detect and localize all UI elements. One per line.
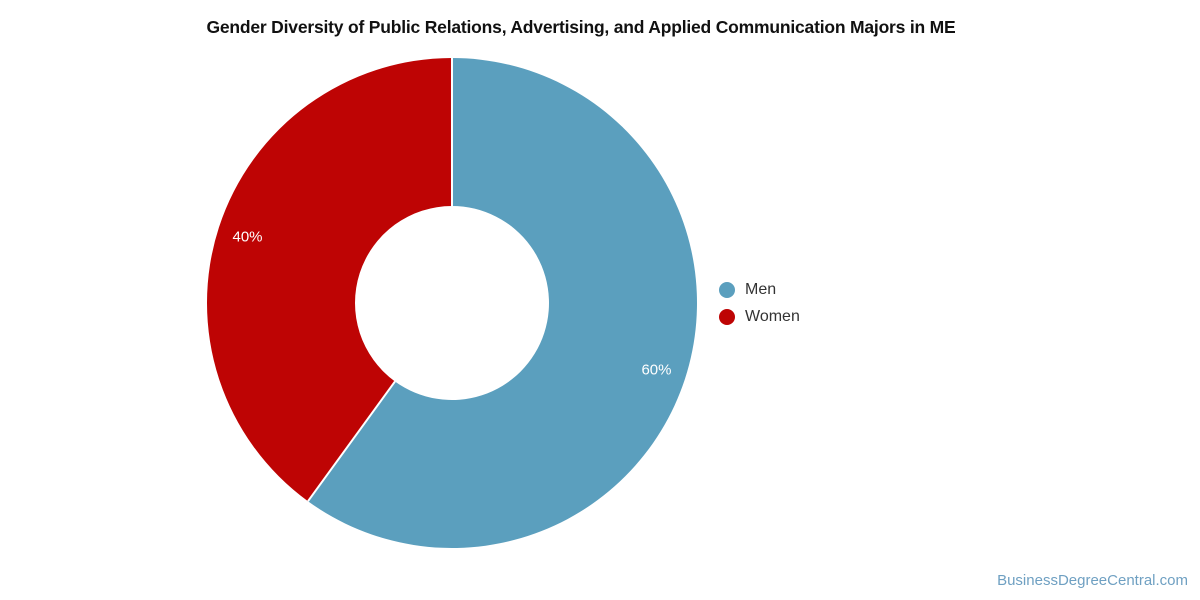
slice-divider <box>307 380 396 502</box>
chart-title: Gender Diversity of Public Relations, Ad… <box>206 17 956 37</box>
legend-label-men: Men <box>745 280 777 298</box>
legend-swatch-women-icon <box>719 308 735 325</box>
watermark-link[interactable]: BusinessDegreeCentral.com <box>997 572 1188 589</box>
legend-item-women: Women <box>719 303 800 330</box>
legend-label-women: Women <box>745 307 800 325</box>
slice-value-label-men: 60% <box>641 361 671 378</box>
pie-slice-men <box>307 58 697 548</box>
legend: Men Women <box>719 276 800 330</box>
legend-swatch-men-icon <box>719 281 735 298</box>
slice-value-label-women: 40% <box>233 229 263 246</box>
pie-slice-women <box>207 58 452 502</box>
legend-item-men: Men <box>719 276 800 303</box>
